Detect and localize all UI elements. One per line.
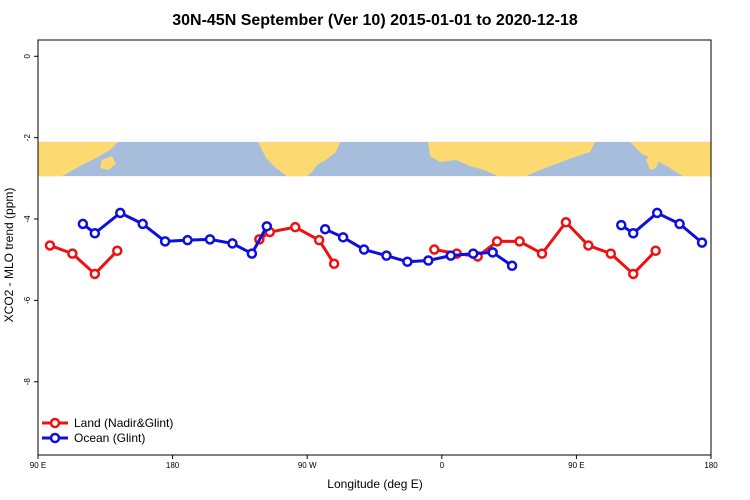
legend-ocean-label: Ocean (Glint) (74, 431, 145, 445)
series-1-point-1-7 (467, 248, 479, 259)
series-1-point-0-9 (261, 221, 273, 232)
x-axis: 90 E 180 90 W 0 90 E 180 (30, 455, 718, 470)
series-0-point-0-3 (112, 245, 123, 257)
series-0-point-2-7 (583, 240, 594, 251)
series-0-point-2-9 (627, 268, 639, 280)
map-land-5 (630, 142, 711, 177)
series-0-point-2-5 (536, 248, 548, 259)
series-layer (44, 207, 708, 280)
world-map-band (38, 141, 711, 177)
series-1-point-2-1 (627, 228, 639, 239)
series-0-point-1-2 (289, 221, 301, 233)
series-1-point-0-4 (159, 236, 171, 247)
series-1-point-1-8 (487, 247, 498, 258)
series-1-point-0-3 (137, 218, 148, 230)
y-tick-label-3: -6 (23, 296, 32, 304)
series-0-point-2-0 (429, 244, 440, 255)
y-tick-label-4: -8 (23, 378, 32, 386)
series-0 (44, 217, 661, 280)
series-1-point-2-2 (651, 207, 663, 219)
series-1-point-1-5 (423, 255, 434, 266)
series-1-point-0-7 (227, 238, 238, 249)
legend: Land (Nadir&Glint) Ocean (Glint) (42, 416, 173, 445)
map-land-0 (38, 142, 118, 177)
series-0-point-2-8 (605, 248, 617, 259)
series-1-point-0-2 (115, 207, 126, 219)
series-1-point-2-4 (696, 237, 708, 248)
series-0-point-0-1 (67, 248, 78, 259)
series-0-point-0-2 (89, 268, 101, 280)
series-1-line-0 (81, 211, 269, 256)
series-1-point-1-9 (506, 260, 518, 272)
series-1-point-0-6 (204, 234, 216, 245)
series-0-point-2-4 (514, 236, 525, 247)
x-axis-label: Longitude (deg E) (327, 477, 422, 491)
series-1-point-1-4 (402, 256, 413, 267)
legend-land-marker (49, 417, 61, 429)
map-land-2 (258, 142, 340, 177)
series-0-line-0 (49, 244, 119, 276)
map-land-1 (100, 156, 116, 170)
legend-land-label: Land (Nadir&Glint) (74, 416, 173, 430)
series-1-point-0-0 (77, 218, 89, 230)
y-tick-label-1: -2 (23, 134, 32, 142)
chart-title: 30N-45N September (Ver 10) 2015-01-01 to… (172, 12, 578, 29)
series-1-point-1-1 (337, 232, 349, 243)
map-land-4 (466, 152, 484, 166)
x-tick-label-5: 180 (704, 461, 718, 470)
y-tick-label-0: 0 (23, 54, 32, 59)
series-0-point-2-6 (560, 217, 572, 228)
y-axis-label: XCO2 - MLO trend (ppm) (2, 188, 16, 323)
series-0-point-2-10 (650, 245, 661, 257)
series-1-point-1-6 (445, 250, 457, 261)
map-ocean (38, 141, 711, 177)
y-axis: 0 -2 -4 -6 -8 (23, 54, 38, 386)
plot-frame (37, 39, 712, 456)
series-1-point-1-2 (358, 244, 370, 255)
x-tick-label-3: 0 (440, 461, 445, 470)
series-1-point-0-1 (89, 228, 101, 239)
y-tick-label-2: -4 (23, 215, 32, 223)
series-1-point-0-8 (246, 248, 258, 259)
x-tick-label-4: 90 E (568, 461, 584, 470)
series-1 (77, 207, 708, 272)
x-tick-label-0: 90 E (30, 461, 46, 470)
series-0-point-0-0 (44, 240, 56, 251)
series-1-line-1 (324, 227, 513, 268)
series-0-point-1-4 (328, 258, 340, 270)
series-0-point-1-3 (313, 234, 325, 246)
series-1-point-2-0 (616, 219, 627, 231)
series-0-point-2-3 (491, 236, 503, 247)
map-land-6 (646, 152, 660, 170)
map-land-3 (428, 142, 595, 177)
x-tick-label-1: 180 (166, 461, 180, 470)
series-1-point-1-0 (319, 223, 331, 235)
legend-ocean-marker (49, 432, 61, 444)
series-1-point-0-5 (182, 234, 193, 246)
x-tick-label-2: 90 W (298, 461, 317, 470)
series-1-point-2-3 (674, 218, 685, 230)
series-1-point-1-3 (381, 250, 392, 261)
